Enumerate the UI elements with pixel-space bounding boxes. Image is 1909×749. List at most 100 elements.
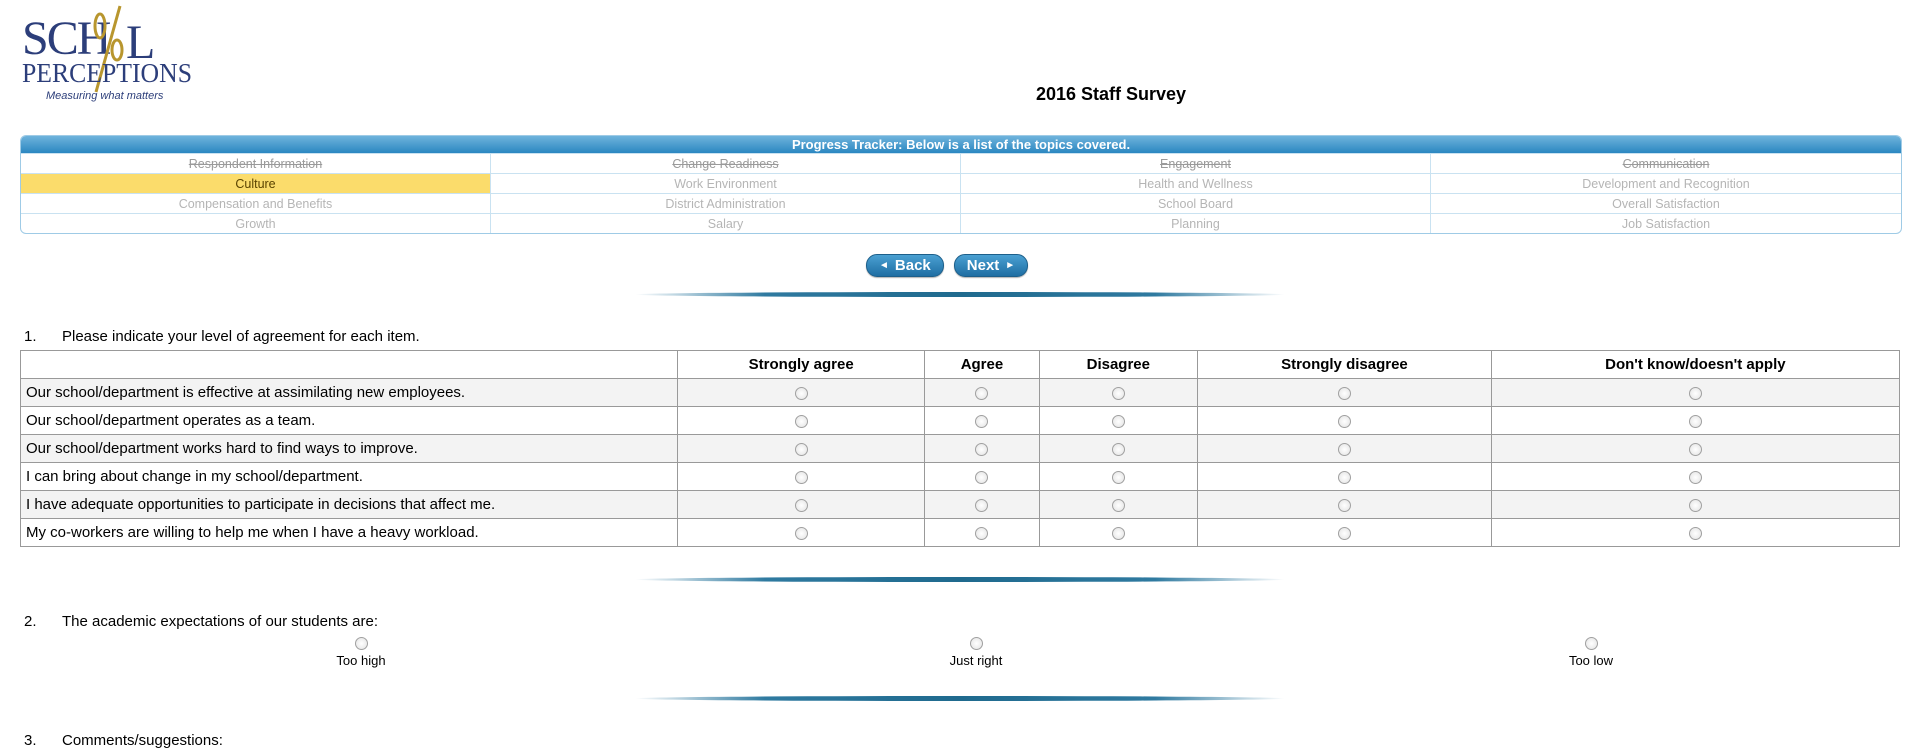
next-button[interactable]: Next ► — [953, 254, 1029, 277]
answer-cell[interactable] — [1197, 462, 1492, 491]
answer-cell[interactable] — [1490, 490, 1901, 519]
answer-radio[interactable] — [1688, 526, 1702, 540]
answer-cell[interactable] — [1038, 434, 1199, 463]
answer-cell[interactable] — [1197, 378, 1492, 407]
topic-compensation-and-benefits: Compensation and Benefits — [21, 193, 491, 213]
statement-text: Our school/department operates as a team… — [20, 406, 678, 435]
answer-radio[interactable] — [975, 498, 989, 512]
option-just-right[interactable]: Just right — [906, 637, 1046, 668]
answer-cell[interactable] — [1038, 378, 1199, 407]
column-header-don-t-know-doesn-t-apply: Don't know/doesn't apply — [1490, 350, 1901, 379]
topic-engagement: Engagement — [961, 153, 1431, 173]
topic-planning: Planning — [961, 213, 1431, 233]
radio-just-right[interactable] — [969, 637, 983, 650]
answer-radio[interactable] — [1337, 414, 1351, 428]
answer-radio[interactable] — [975, 526, 989, 540]
answer-radio[interactable] — [975, 442, 989, 456]
column-header-strongly-disagree: Strongly disagree — [1197, 350, 1492, 379]
radio-too-high[interactable] — [354, 637, 368, 650]
answer-radio[interactable] — [1688, 414, 1702, 428]
answer-radio[interactable] — [1688, 498, 1702, 512]
answer-cell[interactable] — [676, 434, 926, 463]
answer-radio[interactable] — [1337, 526, 1351, 540]
question-3-text: Comments/suggestions: — [62, 732, 223, 749]
answer-radio[interactable] — [975, 386, 989, 400]
answer-cell[interactable] — [924, 462, 1040, 491]
statement-text: My co-workers are willing to help me whe… — [20, 518, 678, 547]
answer-cell[interactable] — [1038, 406, 1199, 435]
topic-change-readiness: Change Readiness — [491, 153, 961, 173]
answer-cell[interactable] — [1197, 406, 1492, 435]
answer-radio[interactable] — [794, 526, 808, 540]
answer-radio[interactable] — [975, 414, 989, 428]
answer-radio[interactable] — [794, 442, 808, 456]
answer-cell[interactable] — [1038, 462, 1199, 491]
topic-salary: Salary — [491, 213, 961, 233]
answer-cell[interactable] — [1038, 490, 1199, 519]
answer-cell[interactable] — [1038, 518, 1199, 547]
answer-radio[interactable] — [1111, 526, 1125, 540]
answer-radio[interactable] — [1111, 414, 1125, 428]
question-3-label: 3. Comments/suggestions: — [24, 732, 223, 749]
answer-cell[interactable] — [676, 406, 926, 435]
logo-line2: PERCEPTIONS — [22, 58, 192, 88]
answer-radio[interactable] — [1337, 442, 1351, 456]
answer-radio[interactable] — [794, 414, 808, 428]
answer-cell[interactable] — [1490, 434, 1901, 463]
agreement-matrix: Strongly agree Agree Disagree Strongly disa… — [20, 350, 1901, 547]
option-too-low[interactable]: Too low — [1521, 637, 1661, 668]
answer-radio[interactable] — [1111, 386, 1125, 400]
answer-radio[interactable] — [1688, 386, 1702, 400]
answer-cell[interactable] — [1197, 518, 1492, 547]
answer-cell[interactable] — [676, 462, 926, 491]
question-1-label: 1. Please indicate your level of agreemen… — [24, 328, 420, 345]
question-2-label: 2. The academic expectations of our stude… — [24, 613, 378, 630]
answer-radio[interactable] — [1337, 386, 1351, 400]
option-too-high[interactable]: Too high — [291, 637, 431, 668]
topic-growth: Growth — [21, 213, 491, 233]
table-row: Our school/department works hard to find… — [20, 434, 1901, 463]
answer-cell[interactable] — [1490, 518, 1901, 547]
column-header-agree: Agree — [924, 350, 1040, 379]
column-header-strongly-agree: Strongly agree — [676, 350, 926, 379]
question-1-number: 1. — [24, 328, 37, 345]
answer-radio[interactable] — [1688, 442, 1702, 456]
topic-job-satisfaction: Job Satisfaction — [1431, 213, 1901, 233]
answer-cell[interactable] — [924, 406, 1040, 435]
next-button-label: Next — [966, 256, 1000, 274]
answer-cell[interactable] — [676, 490, 926, 519]
answer-cell[interactable] — [1490, 378, 1901, 407]
answer-cell[interactable] — [924, 434, 1040, 463]
answer-radio[interactable] — [1111, 442, 1125, 456]
topic-culture: Culture — [21, 173, 491, 193]
radio-too-low[interactable] — [1584, 637, 1598, 650]
page-title: 2016 Staff Survey — [1035, 84, 1187, 104]
answer-radio[interactable] — [794, 498, 808, 512]
answer-cell[interactable] — [924, 378, 1040, 407]
answer-cell[interactable] — [1490, 462, 1901, 491]
answer-cell[interactable] — [1197, 490, 1492, 519]
answer-radio[interactable] — [1688, 470, 1702, 484]
statement-text: Our school/department is effective at as… — [20, 378, 678, 407]
answer-radio[interactable] — [1337, 470, 1351, 484]
answer-cell[interactable] — [1197, 434, 1492, 463]
topic-respondent-information: Respondent Information — [21, 153, 491, 173]
answer-radio[interactable] — [794, 470, 808, 484]
answer-cell[interactable] — [924, 490, 1040, 519]
answer-cell[interactable] — [676, 378, 926, 407]
answer-radio[interactable] — [1111, 498, 1125, 512]
table-row: Our school/department is effective at as… — [20, 378, 1901, 407]
answer-radio[interactable] — [1111, 470, 1125, 484]
answer-radio[interactable] — [1337, 498, 1351, 512]
answer-cell[interactable] — [924, 518, 1040, 547]
answer-cell[interactable] — [1490, 406, 1901, 435]
answer-radio[interactable] — [975, 470, 989, 484]
topic-district-administration: District Administration — [491, 193, 961, 213]
section-divider — [635, 696, 1285, 701]
logo-line1-end: L — [126, 16, 155, 69]
topic-overall-satisfaction: Overall Satisfaction — [1431, 193, 1901, 213]
answer-radio[interactable] — [794, 386, 808, 400]
section-divider — [635, 292, 1285, 297]
back-button[interactable]: ◄ Back — [866, 254, 944, 277]
answer-cell[interactable] — [676, 518, 926, 547]
